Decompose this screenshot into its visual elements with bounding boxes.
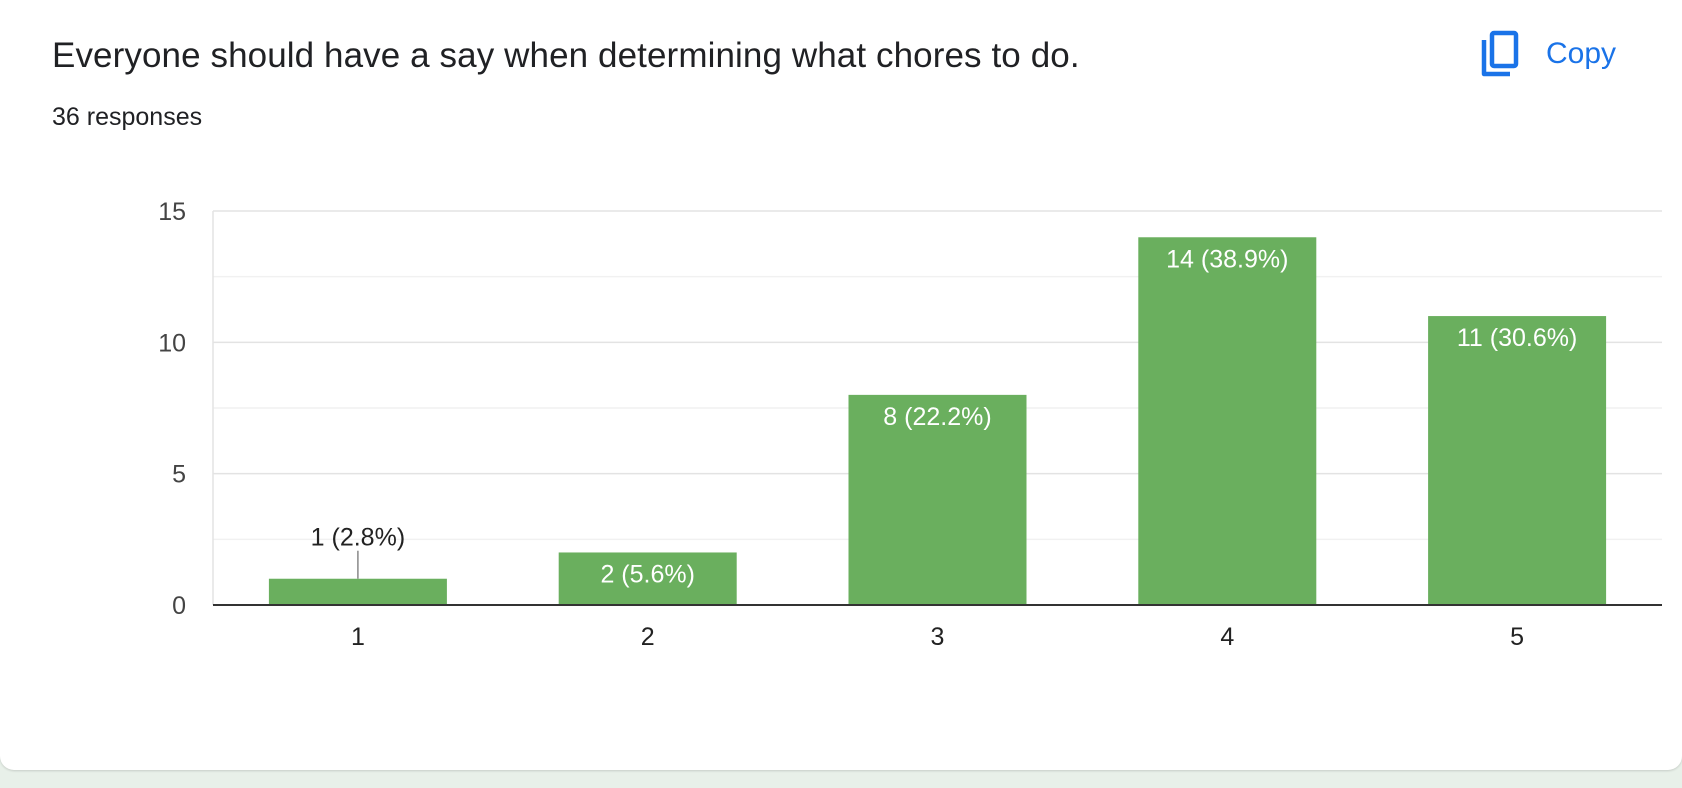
response-count: 36 responses [52, 103, 203, 131]
bar [268, 578, 447, 605]
bar [848, 394, 1027, 605]
y-tick-label: 0 [172, 592, 186, 620]
y-tick-label: 15 [158, 198, 186, 226]
x-tick-label: 5 [1510, 623, 1524, 651]
data-label: 8 (22.2%) [883, 403, 991, 431]
chart-data-labels: 1 (2.8%) 2 (5.6%) 8 (22.2%) 14 (38.9%) 11 (3… [311, 245, 1578, 588]
y-tick-label: 5 [172, 461, 186, 489]
copy-label: Copy [1546, 37, 1617, 70]
bar [558, 552, 737, 605]
chart-bars [268, 237, 1607, 605]
x-tick-label: 1 [351, 623, 365, 651]
question-card: Everyone should have a say when determin… [0, 0, 1682, 770]
data-label: 1 (2.8%) [311, 524, 405, 552]
bar [1138, 237, 1317, 605]
y-tick-label: 10 [158, 329, 186, 357]
bar [1428, 316, 1607, 605]
question-title: Everyone should have a say when determin… [52, 36, 1080, 75]
x-tick-label: 3 [931, 623, 945, 651]
x-tick-label: 4 [1220, 623, 1234, 651]
data-label: 14 (38.9%) [1166, 245, 1288, 273]
data-label: 11 (30.6%) [1457, 324, 1577, 352]
copy-button[interactable]: Copy [1480, 28, 1616, 80]
data-label: 2 (5.6%) [600, 560, 694, 588]
x-tick-label: 2 [641, 623, 655, 651]
chart-x-axis: 1 2 3 4 5 [213, 604, 1662, 651]
copy-icon [1481, 30, 1519, 77]
bar-chart: 1 (2.8%) 2 (5.6%) 8 (22.2%) 14 (38.9%) 11 (3… [158, 198, 1662, 651]
chart-y-axis: 0 5 10 15 [158, 198, 186, 620]
